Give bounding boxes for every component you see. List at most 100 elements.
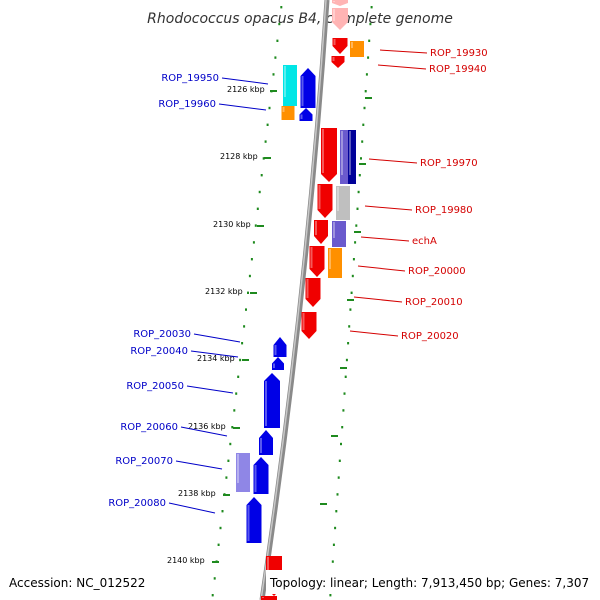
gene-arrow-rop-19940-shade <box>332 57 335 61</box>
gene-arrow-echa[interactable] <box>314 220 328 244</box>
gene-label-rop-20020[interactable]: ROP_20020 <box>401 331 459 342</box>
tick-dot-right <box>369 22 372 26</box>
gene-box-bottom-red[interactable] <box>261 596 277 600</box>
gene-label-rop-20050[interactable]: ROP_20050 <box>126 381 184 392</box>
gene-arrow-rop-20020[interactable] <box>301 312 317 339</box>
gene-arrow-rop-19930[interactable] <box>332 38 348 54</box>
leader-rop-20080 <box>168 502 216 514</box>
gene-arrow-blue-19950[interactable] <box>300 68 316 108</box>
tick-dot-left <box>262 157 265 160</box>
gene-box-grey[interactable] <box>336 186 350 220</box>
tick-dot-right <box>363 106 366 110</box>
gene-label-rop-20040[interactable]: ROP_20040 <box>130 346 188 357</box>
tick-dot-left <box>211 594 214 597</box>
gene-label-rop-20070[interactable]: ROP_20070 <box>115 456 173 467</box>
gene-box-rop-20070[interactable] <box>236 453 250 492</box>
gene-arrow-rop-20040[interactable] <box>272 357 284 370</box>
gene-box-echa[interactable] <box>332 221 346 247</box>
tick-dot-left <box>213 577 216 580</box>
tick-dot-left <box>243 325 246 328</box>
gene-box-orange-top[interactable] <box>350 41 364 57</box>
leader-echa <box>360 236 410 242</box>
gene-arrow-blue-19960[interactable] <box>299 108 313 121</box>
tick-dot-right <box>357 190 360 194</box>
gene-arrow-rop-20030[interactable] <box>273 337 287 357</box>
tick-dot-right <box>329 594 332 597</box>
label-leader-lines <box>168 49 428 514</box>
tick-dot-right <box>362 123 365 126</box>
gene-box-rop-20070-shade <box>237 454 239 483</box>
gene-arrow-rop-20060[interactable] <box>259 430 273 455</box>
leader-rop-19940 <box>377 64 427 70</box>
gene-arrow-rop-19970[interactable] <box>321 128 337 182</box>
gene-arrow-rop-20080[interactable] <box>246 497 262 543</box>
gene-arrow-top-b[interactable] <box>332 8 348 30</box>
tick-dot-left <box>221 510 224 513</box>
gene-box-rop-19950[interactable] <box>283 65 297 106</box>
gene-label-rop-19960[interactable]: ROP_19960 <box>158 99 216 110</box>
tick-dot-left <box>235 392 238 395</box>
gene-label-rop-20000[interactable]: ROP_20000 <box>408 266 466 277</box>
leader-rop-20050 <box>186 385 234 394</box>
tick-dot-left <box>250 258 253 261</box>
tick-track-right <box>320 6 373 597</box>
tick-dot-left <box>256 207 259 210</box>
tick-dot-left <box>241 342 244 345</box>
gene-arrow-rop-20000[interactable] <box>309 246 325 277</box>
gene-arrow-rop-20000-shade <box>310 247 313 268</box>
gene-box-grey-shade <box>337 187 339 211</box>
gene-box-rop-19960[interactable] <box>281 106 295 120</box>
tick-dot-left <box>258 190 261 194</box>
gene-label-rop-20010[interactable]: ROP_20010 <box>405 297 463 308</box>
gene-box-rop-20000[interactable] <box>328 248 342 278</box>
gene-label-echa[interactable]: echA <box>412 236 437 247</box>
gene-box-rop-19950-shade <box>284 66 286 97</box>
right-gene-labels: ROP_19930 ROP_19940 ROP_19970 ROP_19980 … <box>401 48 488 342</box>
footer-topology-backdrop <box>266 570 592 594</box>
scale-label-2128: 2128 kbp <box>220 152 258 161</box>
tick-dot-right <box>336 493 339 496</box>
tick-dot-left <box>247 291 249 294</box>
tick-dot-right <box>354 241 357 244</box>
scale-label-2132: 2132 kbp <box>205 287 243 296</box>
gene-arrow-echa-shade <box>315 221 317 235</box>
gene-label-rop-19970[interactable]: ROP_19970 <box>420 158 478 169</box>
gene-label-rop-20080[interactable]: ROP_20080 <box>108 498 166 509</box>
tick-dot-left <box>225 476 228 479</box>
gene-arrow-rop-20050[interactable] <box>264 373 280 428</box>
gene-label-rop-19950[interactable]: ROP_19950 <box>161 73 219 84</box>
tick-dot-right <box>350 291 353 294</box>
gene-label-rop-20060[interactable]: ROP_20060 <box>120 422 178 433</box>
gene-arrow-rop-20020-shade <box>302 313 305 330</box>
tick-dot-left <box>245 308 247 311</box>
tick-dot-right <box>365 73 368 76</box>
tick-dot-right <box>342 409 345 412</box>
gene-arrow-rop-19980[interactable] <box>317 184 333 218</box>
tick-dot-right <box>344 375 347 378</box>
gene-box-bottom-red-shade <box>262 597 264 598</box>
tick-dot-left <box>280 6 283 9</box>
gene-box-navy[interactable] <box>348 130 356 184</box>
map-title: Rhodococcus opacus B4, complete genome <box>147 11 453 27</box>
leader-rop-20030 <box>193 333 241 343</box>
tick-dot-left <box>217 543 220 546</box>
scale-label-2126: 2126 kbp <box>227 85 265 94</box>
gene-arrow-top-a[interactable] <box>332 0 348 6</box>
gene-arrow-rop-20070-shade <box>254 465 257 492</box>
tick-dot-right <box>334 526 337 530</box>
gene-arrow-top-b-shade <box>333 9 335 21</box>
gene-label-rop-19940[interactable]: ROP_19940 <box>429 64 487 75</box>
leader-rop-20040 <box>190 350 239 358</box>
scale-labels: 2126 kbp 2128 kbp 2130 kbp 2132 kbp 2134… <box>167 85 265 565</box>
gene-arrow-rop-20070[interactable] <box>253 457 269 494</box>
gene-arrow-rop-20010[interactable] <box>305 278 321 307</box>
gene-arrow-rop-19940[interactable] <box>331 56 345 68</box>
gene-label-rop-20030[interactable]: ROP_20030 <box>133 329 191 340</box>
tick-dot-right <box>367 56 370 59</box>
tick-dot-left <box>268 106 271 110</box>
gene-label-rop-19930[interactable]: ROP_19930 <box>430 48 488 59</box>
gene-label-rop-19980[interactable]: ROP_19980 <box>415 205 473 216</box>
tick-dot-right <box>356 207 359 210</box>
footer-accession: Accession: NC_012522 <box>9 576 145 590</box>
leader-rop-20060 <box>180 426 228 437</box>
